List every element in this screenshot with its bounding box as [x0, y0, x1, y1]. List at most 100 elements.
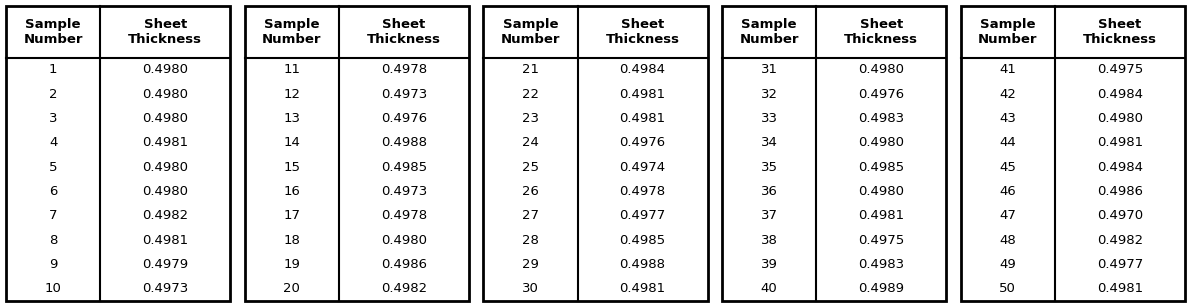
Text: 0.4984: 0.4984	[619, 63, 666, 76]
Text: 1: 1	[49, 63, 57, 76]
Text: 16: 16	[283, 185, 300, 198]
Text: 48: 48	[999, 234, 1016, 247]
Text: 0.4978: 0.4978	[381, 63, 428, 76]
Text: 0.4981: 0.4981	[619, 88, 666, 101]
Text: 0.4978: 0.4978	[381, 209, 428, 222]
Text: Sheet
Thickness: Sheet Thickness	[129, 18, 202, 46]
Text: 0.4979: 0.4979	[142, 258, 188, 271]
Text: Sheet
Thickness: Sheet Thickness	[1083, 18, 1156, 46]
Text: 31: 31	[761, 63, 778, 76]
Text: 0.4984: 0.4984	[1097, 161, 1143, 174]
Text: Sheet
Thickness: Sheet Thickness	[605, 18, 680, 46]
Text: 0.4980: 0.4980	[1097, 112, 1143, 125]
Text: 45: 45	[999, 161, 1016, 174]
Text: 0.4973: 0.4973	[142, 282, 188, 295]
Text: 2: 2	[49, 88, 57, 101]
Text: 0.4981: 0.4981	[619, 282, 666, 295]
Text: 47: 47	[999, 209, 1016, 222]
Text: 36: 36	[761, 185, 778, 198]
Text: Sample
Number: Sample Number	[978, 18, 1037, 46]
Text: 22: 22	[522, 88, 540, 101]
Text: 50: 50	[999, 282, 1016, 295]
Text: 0.4980: 0.4980	[859, 136, 904, 149]
Text: 0.4980: 0.4980	[142, 161, 188, 174]
Text: 33: 33	[761, 112, 778, 125]
Text: 5: 5	[49, 161, 57, 174]
Text: 20: 20	[283, 282, 300, 295]
Text: Sheet
Thickness: Sheet Thickness	[367, 18, 441, 46]
Text: 38: 38	[761, 234, 778, 247]
Text: 3: 3	[49, 112, 57, 125]
Text: 4: 4	[49, 136, 57, 149]
Bar	[484, 6, 707, 58]
Text: 13: 13	[283, 112, 300, 125]
Text: 0.4977: 0.4977	[1097, 258, 1143, 271]
Text: 0.4983: 0.4983	[859, 112, 904, 125]
Text: 32: 32	[761, 88, 778, 101]
Text: 27: 27	[522, 209, 540, 222]
Text: 10: 10	[44, 282, 62, 295]
Text: 0.4985: 0.4985	[381, 161, 428, 174]
Text: Sample
Number: Sample Number	[24, 18, 83, 46]
Text: Sample
Number: Sample Number	[262, 18, 322, 46]
Text: 42: 42	[999, 88, 1016, 101]
Text: 0.4980: 0.4980	[859, 63, 904, 76]
Text: 29: 29	[522, 258, 538, 271]
Text: 19: 19	[283, 258, 300, 271]
Text: 14: 14	[283, 136, 300, 149]
Text: 6: 6	[49, 185, 57, 198]
Text: 0.4981: 0.4981	[142, 234, 188, 247]
Text: 0.4980: 0.4980	[142, 63, 188, 76]
Text: 0.4982: 0.4982	[381, 282, 428, 295]
Text: 0.4977: 0.4977	[619, 209, 666, 222]
Text: 0.4980: 0.4980	[859, 185, 904, 198]
Text: 30: 30	[522, 282, 538, 295]
Text: 0.4975: 0.4975	[1097, 63, 1143, 76]
Text: 0.4989: 0.4989	[859, 282, 904, 295]
Text: 8: 8	[49, 234, 57, 247]
Bar	[6, 6, 230, 58]
Text: 34: 34	[761, 136, 778, 149]
Bar	[244, 6, 469, 58]
Text: 0.4976: 0.4976	[619, 136, 666, 149]
Text: 46: 46	[999, 185, 1016, 198]
Text: 23: 23	[522, 112, 540, 125]
Text: 44: 44	[999, 136, 1016, 149]
Text: 39: 39	[761, 258, 778, 271]
Text: 25: 25	[522, 161, 540, 174]
Text: 0.4988: 0.4988	[619, 258, 666, 271]
Text: 11: 11	[283, 63, 300, 76]
Text: Sample
Number: Sample Number	[740, 18, 799, 46]
Text: 0.4981: 0.4981	[619, 112, 666, 125]
Text: 0.4973: 0.4973	[381, 185, 428, 198]
Text: 0.4970: 0.4970	[1097, 209, 1143, 222]
Text: 0.4976: 0.4976	[859, 88, 904, 101]
Text: 12: 12	[283, 88, 300, 101]
Text: 0.4978: 0.4978	[619, 185, 666, 198]
Bar	[961, 6, 1185, 58]
Text: 0.4984: 0.4984	[1097, 88, 1143, 101]
Text: 0.4981: 0.4981	[1097, 136, 1143, 149]
Text: 0.4980: 0.4980	[381, 234, 426, 247]
Text: 17: 17	[283, 209, 300, 222]
Text: 18: 18	[283, 234, 300, 247]
Text: 0.4975: 0.4975	[859, 234, 904, 247]
Text: 15: 15	[283, 161, 300, 174]
Text: 0.4981: 0.4981	[859, 209, 904, 222]
Text: 0.4988: 0.4988	[381, 136, 426, 149]
Text: 0.4973: 0.4973	[381, 88, 428, 101]
Bar	[722, 6, 947, 58]
Text: 9: 9	[49, 258, 57, 271]
Text: 7: 7	[49, 209, 57, 222]
Text: 21: 21	[522, 63, 540, 76]
Text: 28: 28	[522, 234, 538, 247]
Text: 0.4986: 0.4986	[1097, 185, 1143, 198]
Text: 41: 41	[999, 63, 1016, 76]
Text: 35: 35	[761, 161, 778, 174]
Text: 37: 37	[761, 209, 778, 222]
Text: 0.4980: 0.4980	[142, 88, 188, 101]
Text: 43: 43	[999, 112, 1016, 125]
Text: Sample
Number: Sample Number	[500, 18, 560, 46]
Text: 0.4982: 0.4982	[142, 209, 188, 222]
Text: 26: 26	[522, 185, 538, 198]
